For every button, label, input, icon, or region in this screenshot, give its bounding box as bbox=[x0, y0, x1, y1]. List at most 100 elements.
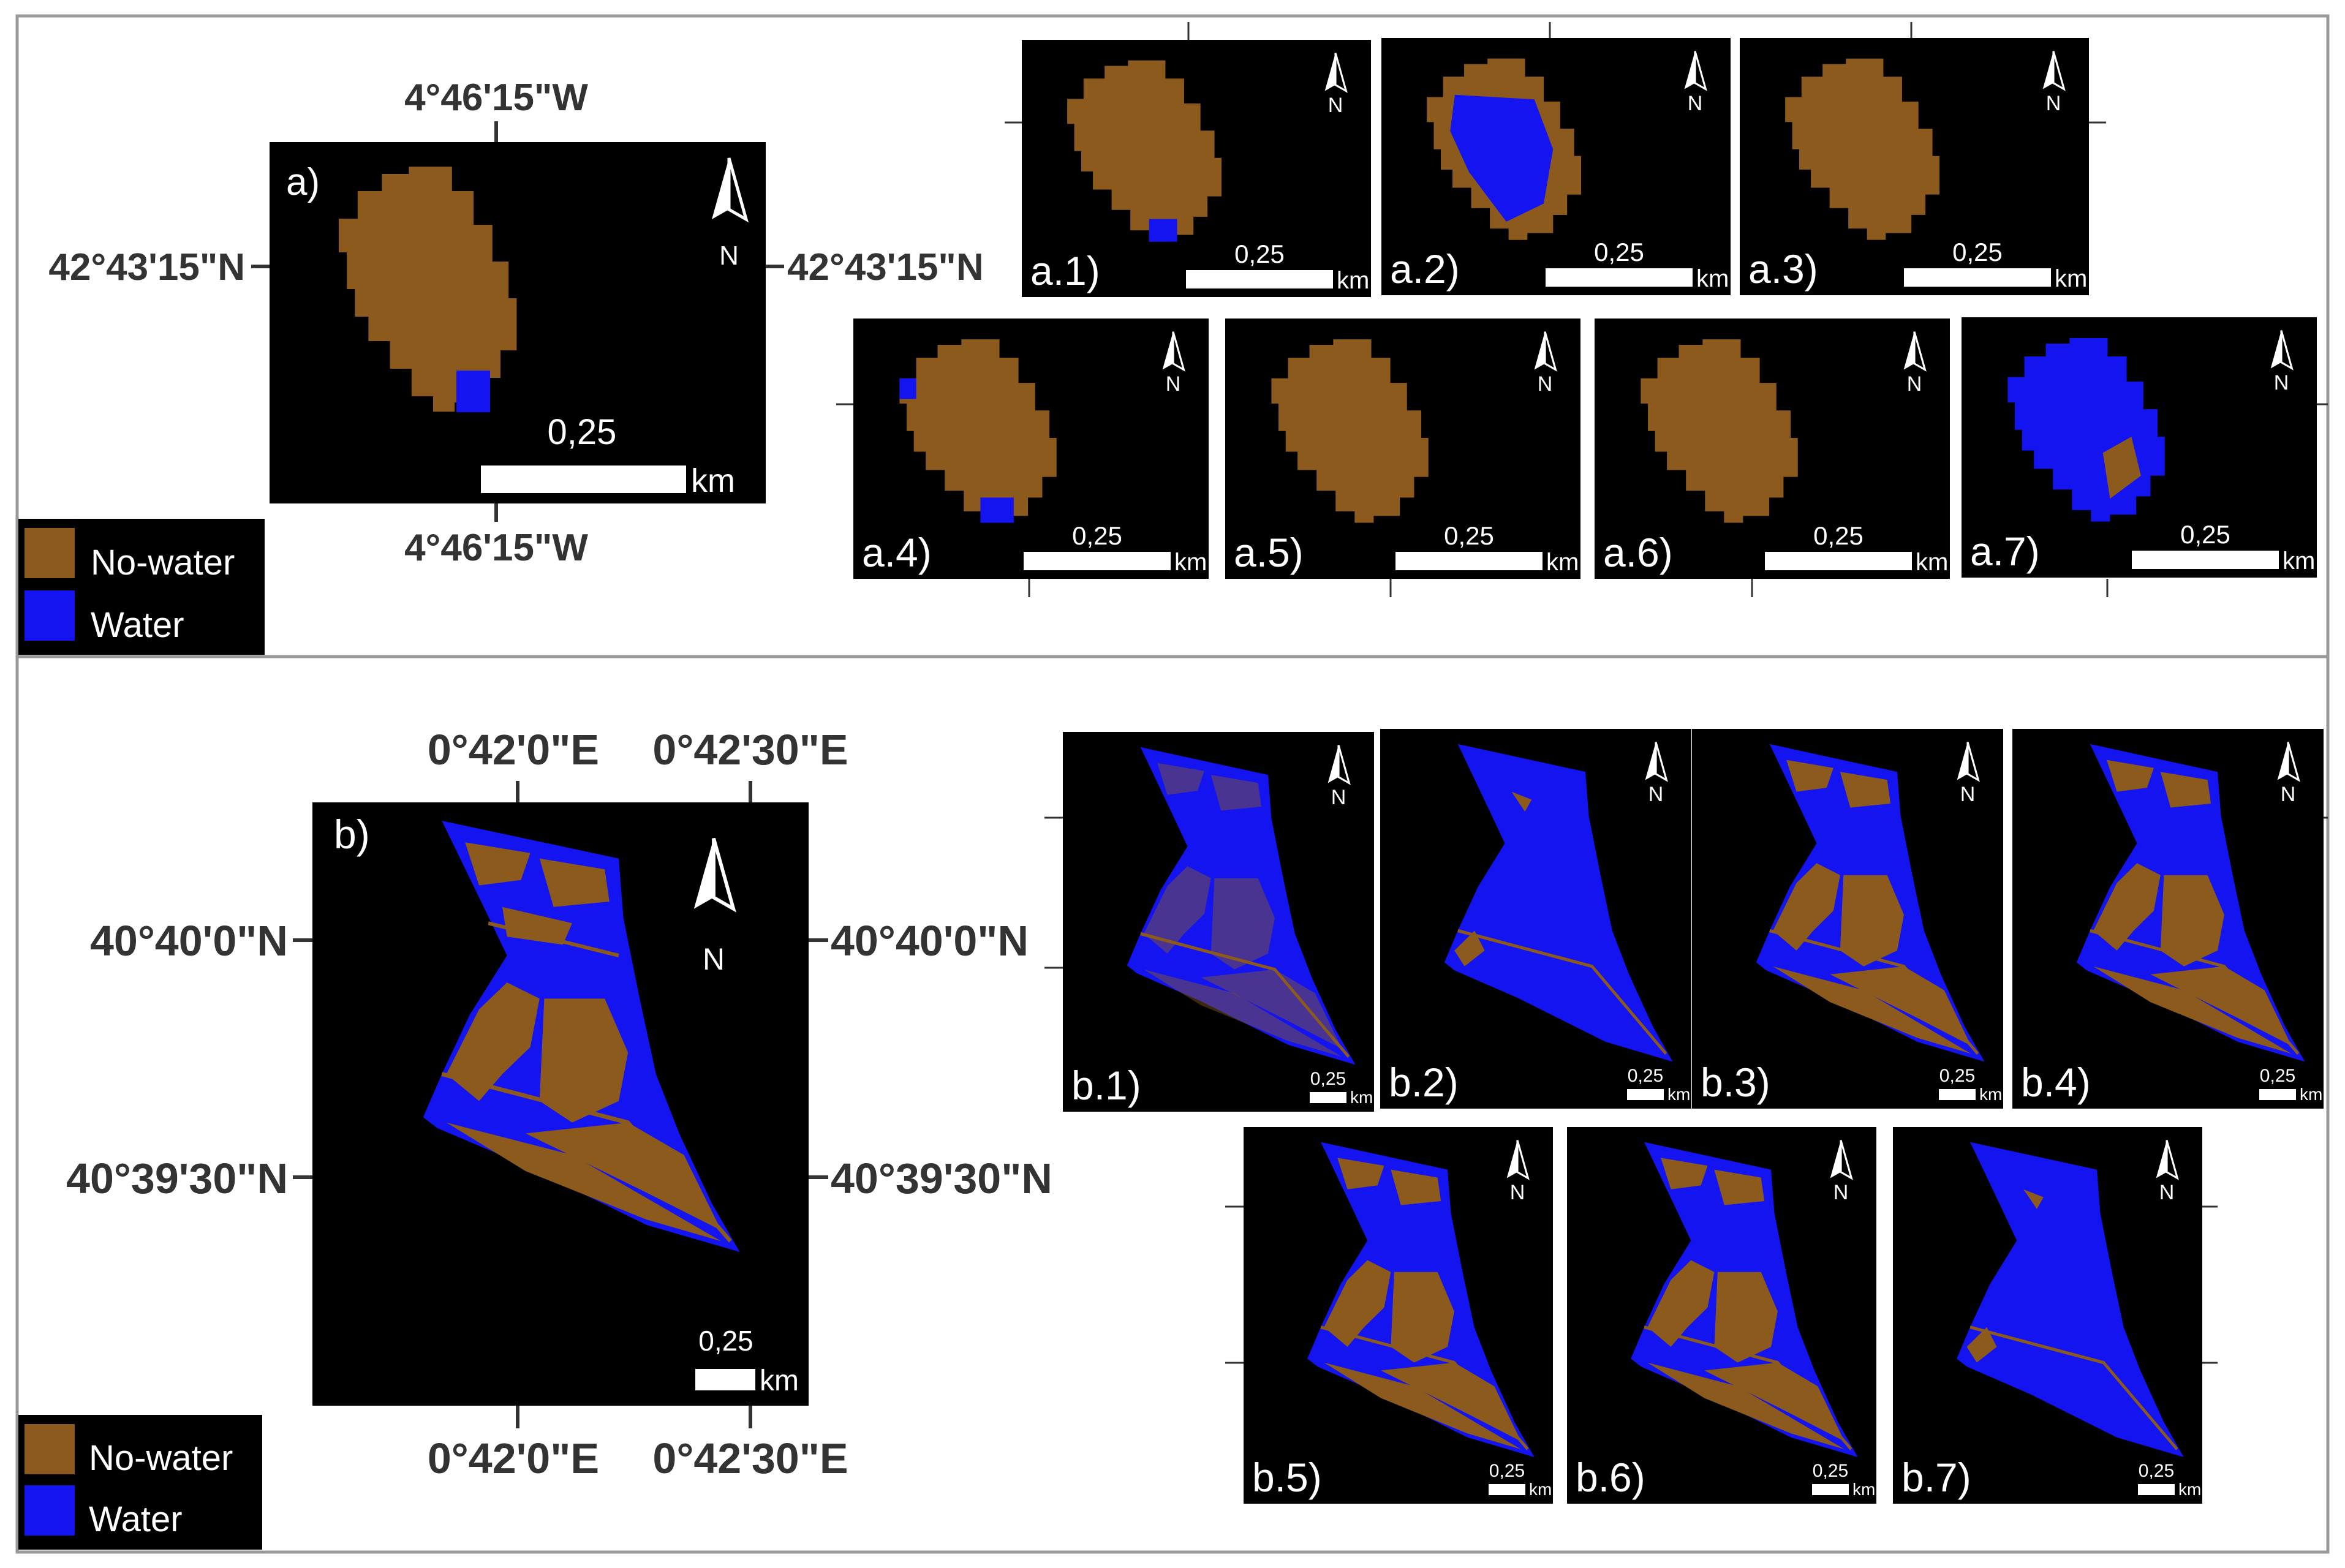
scalebar-unit: km bbox=[1174, 549, 1207, 576]
subpanel: Na.1) 0,25 km bbox=[1022, 40, 1371, 297]
lon-label-bottom-1: 0°42'0"E bbox=[428, 1434, 599, 1482]
legend-swatch-no-water bbox=[25, 1424, 75, 1474]
subpanel: Na.5) 0,25 km bbox=[1225, 318, 1580, 579]
lake-region bbox=[899, 339, 1057, 523]
delta-region bbox=[2076, 744, 2305, 1062]
scalebar-value: 0,25 bbox=[2260, 1066, 2295, 1086]
lake-region bbox=[1427, 58, 1582, 240]
scalebar-unit: km bbox=[2300, 1085, 2322, 1104]
north-letter: N bbox=[1907, 372, 1922, 396]
panel-label-b: b) bbox=[334, 812, 370, 857]
scalebar-value: 0,25 bbox=[1594, 238, 1644, 266]
north-letter: N bbox=[2159, 1181, 2175, 1204]
scalebar-unit: km bbox=[1979, 1085, 2002, 1104]
scalebar-value: 0,25 bbox=[2139, 1461, 2174, 1481]
scalebar bbox=[1627, 1089, 1664, 1100]
delta-region bbox=[1307, 1142, 1535, 1457]
legend-swatch-water bbox=[25, 590, 75, 641]
north-letter: N bbox=[1833, 1181, 1849, 1204]
scalebar-unit: km bbox=[1529, 1480, 1552, 1499]
panel-label: a.5) bbox=[1234, 530, 1304, 575]
scalebar-value: 0,25 bbox=[1628, 1066, 1663, 1086]
scalebar bbox=[695, 1369, 755, 1390]
scalebar-value: 0,25 bbox=[1939, 1066, 1975, 1086]
north-letter: N bbox=[1688, 92, 1703, 115]
scalebar-unit: km bbox=[760, 1365, 799, 1397]
lon-label-bottom: 4°46'15"W bbox=[404, 527, 588, 569]
scalebar bbox=[1939, 1089, 1976, 1100]
lat-label-bottom-right: 40°39'30"N bbox=[831, 1155, 1052, 1202]
scalebar bbox=[1186, 270, 1333, 288]
scalebar-value: 0,25 bbox=[1813, 521, 1864, 550]
panel-b: 0°42'0"E 0°42'30"E 0°42'0"E 0°42'30"E 40… bbox=[66, 726, 1052, 1482]
scalebar-unit: km bbox=[1916, 549, 1948, 576]
legend-label-no-water: No-water bbox=[91, 543, 235, 582]
panel-label: b.5) bbox=[1252, 1455, 1322, 1500]
panel-label: a.1) bbox=[1030, 248, 1100, 293]
panel-label: b.7) bbox=[1901, 1455, 1971, 1500]
scalebar bbox=[1904, 268, 2051, 287]
north-letter: N bbox=[719, 241, 739, 271]
lat-label-left: 42°43'15"N bbox=[48, 246, 245, 288]
scalebar-value: 0,25 bbox=[1489, 1461, 1525, 1481]
scalebar-unit: km bbox=[1667, 1085, 1690, 1104]
north-letter: N bbox=[1538, 372, 1553, 396]
panel-label: b.2) bbox=[1389, 1060, 1459, 1105]
delta-region bbox=[423, 821, 740, 1252]
scalebar bbox=[1546, 268, 1693, 287]
panel-label: a.7) bbox=[1970, 529, 2040, 574]
scalebar-value: 0,25 bbox=[548, 412, 617, 452]
lat-label-bottom-left: 40°39'30"N bbox=[66, 1155, 288, 1202]
legend-swatch-water bbox=[25, 1485, 75, 1536]
scalebar-unit: km bbox=[691, 462, 735, 499]
lon-label-top-1: 0°42'0"E bbox=[428, 726, 599, 774]
north-letter: N bbox=[2046, 92, 2061, 115]
delta-region bbox=[1957, 1142, 2184, 1457]
scalebar bbox=[2132, 551, 2279, 569]
legend-b: No-water Water bbox=[18, 1415, 262, 1550]
lake-region bbox=[1067, 60, 1222, 242]
panel-label: a.6) bbox=[1603, 530, 1673, 575]
north-letter: N bbox=[1166, 372, 1181, 396]
map-frame-a bbox=[270, 142, 766, 503]
scalebar bbox=[1765, 552, 1912, 570]
lake-region bbox=[2007, 338, 2165, 522]
scalebar-unit: km bbox=[1696, 265, 1729, 292]
delta-region bbox=[1756, 744, 1985, 1062]
scalebar-value: 0,25 bbox=[2180, 520, 2230, 549]
delta-region bbox=[1444, 744, 1673, 1062]
lat-label-top-right: 40°40'0"N bbox=[831, 917, 1029, 965]
scalebar-unit: km bbox=[2178, 1480, 2201, 1499]
scalebar-unit: km bbox=[2055, 265, 2087, 292]
scalebar-value: 0,25 bbox=[1234, 239, 1285, 268]
panel-label: a.2) bbox=[1390, 246, 1460, 292]
scalebar bbox=[2259, 1089, 2296, 1100]
scalebar-unit: km bbox=[1852, 1480, 1875, 1499]
scalebar bbox=[1024, 552, 1171, 570]
lon-label-bottom-2: 0°42'30"E bbox=[652, 1434, 848, 1482]
north-letter: N bbox=[1510, 1181, 1525, 1204]
legend-label-water: Water bbox=[91, 605, 184, 645]
north-letter: N bbox=[1960, 783, 1976, 806]
scalebar bbox=[1812, 1484, 1849, 1495]
scalebar-unit: km bbox=[1546, 549, 1579, 576]
panel-label: a.4) bbox=[862, 530, 932, 575]
scalebar bbox=[1310, 1092, 1346, 1103]
subpanel: Na.3) 0,25 km bbox=[1740, 38, 2089, 295]
subpanels-a: Na.1) 0,25 km Na.2) 0,25 km Na.3) 0,25 km Na.4) 0,… bbox=[836, 22, 2328, 597]
scalebar-value: 0,25 bbox=[1813, 1461, 1848, 1481]
scalebar-value: 0,25 bbox=[1310, 1069, 1346, 1089]
scalebar-value: 0,25 bbox=[698, 1325, 753, 1357]
scalebar-value: 0,25 bbox=[1444, 521, 1494, 550]
subpanel: Na.6) 0,25 km bbox=[1595, 318, 1950, 579]
delta-region bbox=[1127, 747, 1356, 1065]
north-letter: N bbox=[1328, 94, 1343, 117]
water-patch bbox=[456, 371, 490, 412]
subpanel: Na.4) 0,25 km bbox=[853, 318, 1209, 579]
